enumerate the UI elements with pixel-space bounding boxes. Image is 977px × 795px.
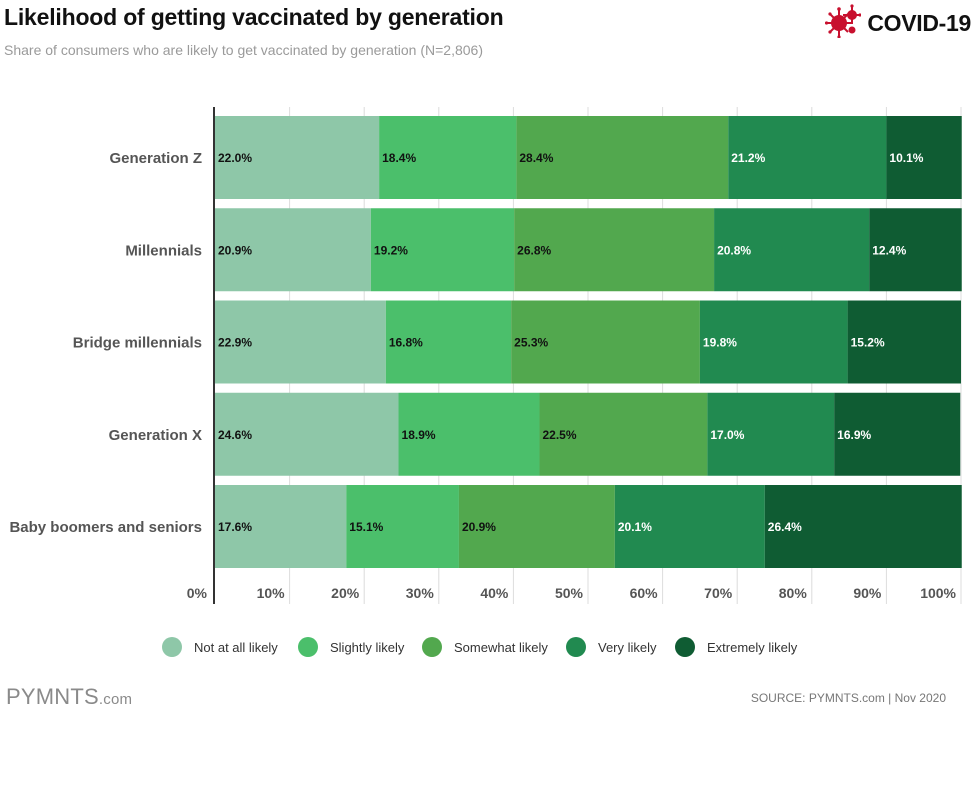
logo-main: PYMNTS — [6, 684, 99, 709]
badge-label: COVID-19 — [867, 10, 971, 36]
bar-segment — [514, 208, 715, 292]
data-label: 28.4% — [519, 151, 553, 165]
data-label: 17.6% — [218, 520, 252, 534]
bar-segment — [458, 485, 615, 568]
x-tick-label: 60% — [630, 585, 659, 601]
source-note: SOURCE: PYMNTS.com | Nov 2020 — [750, 691, 946, 705]
category-label: Baby boomers and seniors — [9, 519, 202, 536]
x-tick-label: 30% — [406, 585, 435, 601]
bar-segment — [728, 116, 887, 199]
bar-segment — [847, 300, 961, 384]
data-label: 12.4% — [872, 243, 906, 257]
bar-segment — [215, 392, 399, 476]
chart-subtitle: Share of consumers who are likely to get… — [4, 42, 483, 58]
x-tick-label: 10% — [257, 585, 286, 601]
data-label: 22.0% — [218, 151, 252, 165]
x-tick-label: 20% — [331, 585, 360, 601]
data-label: 18.9% — [402, 428, 436, 442]
x-tick-label: 0% — [187, 585, 208, 601]
legend-swatch — [675, 637, 695, 657]
bar-segment — [370, 208, 515, 292]
bar-segment — [215, 300, 386, 384]
data-label: 20.9% — [218, 243, 252, 257]
bar-segment — [215, 485, 347, 568]
bar-segment — [379, 116, 517, 199]
stacked-bar-chart: 22.0% 18.4% 28.4% 21.2% 10.1% Generation Z 20.… — [9, 107, 962, 657]
legend-swatch — [566, 637, 586, 657]
bar-segment — [511, 300, 700, 384]
data-label: 26.4% — [768, 520, 802, 534]
data-label: 24.6% — [218, 428, 252, 442]
data-label: 21.2% — [731, 151, 765, 165]
data-label: 20.9% — [462, 520, 496, 534]
x-tick-label: 40% — [480, 585, 509, 601]
legend-swatch — [162, 637, 182, 657]
bar-segment — [346, 485, 459, 568]
x-tick-label: 90% — [853, 585, 882, 601]
data-label: 15.1% — [349, 520, 383, 534]
covid-badge: COVID-19 — [825, 4, 971, 43]
data-label: 19.8% — [703, 336, 737, 350]
data-label: 25.3% — [514, 336, 548, 350]
bar-segment — [385, 300, 512, 384]
bar-segment — [764, 485, 962, 568]
x-tick-label: 80% — [779, 585, 808, 601]
legend-swatch — [422, 637, 442, 657]
category-label: Bridge millennials — [73, 335, 202, 352]
bar-segment — [215, 208, 371, 292]
category-label: Generation Z — [109, 150, 202, 167]
bar-segment — [539, 392, 708, 476]
x-tick-label: 50% — [555, 585, 584, 601]
data-label: 20.1% — [618, 520, 652, 534]
category-label: Generation X — [109, 427, 202, 444]
bar-segment — [614, 485, 765, 568]
data-label: 16.9% — [837, 428, 871, 442]
legend-label: Not at all likely — [194, 640, 278, 655]
data-label: 15.2% — [851, 336, 885, 350]
chart-title: Likelihood of getting vaccinated by gene… — [4, 4, 504, 30]
data-label: 22.5% — [543, 428, 577, 442]
bar-segment — [516, 116, 729, 199]
pymnts-logo: PYMNTS.com — [6, 684, 132, 710]
data-label: 26.8% — [517, 243, 551, 257]
virus-icon — [825, 4, 862, 43]
bar-segment — [834, 392, 961, 476]
data-label: 20.8% — [717, 243, 751, 257]
logo-suffix: .com — [98, 691, 133, 708]
data-label: 16.8% — [389, 336, 423, 350]
x-tick-label: 70% — [704, 585, 733, 601]
bar-segment — [699, 300, 848, 384]
bar-segment — [398, 392, 540, 476]
legend-label: Extremely likely — [707, 640, 798, 655]
data-label: 22.9% — [218, 336, 252, 350]
bar-segment — [886, 116, 962, 199]
bar-segment — [707, 392, 835, 476]
data-label: 10.1% — [889, 151, 923, 165]
legend-swatch — [298, 637, 318, 657]
x-tick-label: 100% — [920, 585, 956, 601]
data-label: 19.2% — [374, 243, 408, 257]
category-label: Millennials — [125, 242, 202, 259]
legend-label: Very likely — [598, 640, 657, 655]
legend-label: Somewhat likely — [454, 640, 548, 655]
bar-segment — [714, 208, 870, 292]
data-label: 17.0% — [710, 428, 744, 442]
legend-label: Slightly likely — [330, 640, 405, 655]
bar-segment — [215, 116, 380, 199]
data-label: 18.4% — [382, 151, 416, 165]
bar-segment — [869, 208, 962, 292]
